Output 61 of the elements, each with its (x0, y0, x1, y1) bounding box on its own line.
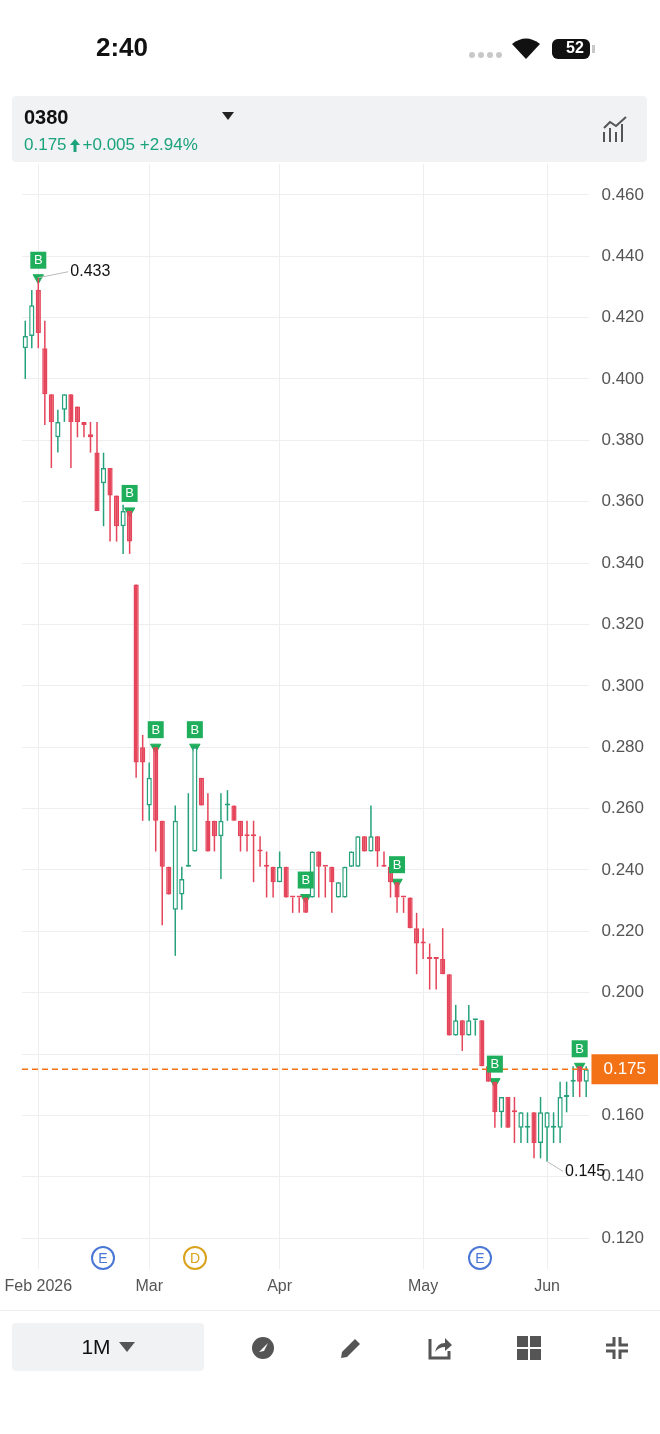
y-tick-label: 0.360 (601, 491, 645, 511)
x-tick-label: Jun (534, 1276, 560, 1294)
candlestick (100, 451, 107, 528)
y-tick-label: 0.160 (601, 1105, 645, 1125)
legend-label: B (151, 721, 161, 737)
candlestick (329, 866, 335, 914)
candlestick (198, 777, 204, 807)
x-tick-label: Feb 2026 (4, 1276, 73, 1294)
y-tick-label: 0.400 (601, 368, 645, 388)
y-tick-label: 0.320 (601, 614, 645, 634)
text: 52 (565, 39, 585, 57)
y-tick-label: 0.440 (601, 245, 645, 265)
d-icon: D (183, 1246, 207, 1270)
candlestick (537, 1096, 544, 1160)
chart-title: 0380 (24, 106, 69, 129)
text: +0.005 +2.94% (82, 135, 198, 155)
text: B (490, 1056, 500, 1072)
candlestick (120, 504, 126, 555)
text: 2:40 (96, 32, 149, 63)
y-tick-label: 0.420 (601, 307, 645, 327)
candlestick (113, 494, 120, 543)
candlestick (74, 405, 81, 439)
text: B (125, 485, 134, 501)
candlestick (172, 804, 178, 957)
ref-line-label: 0.175 (603, 1059, 646, 1079)
candlestick (498, 1096, 505, 1129)
chart-subtitle: 0.175 (24, 135, 67, 155)
y-tick-label: 0.220 (601, 920, 645, 940)
candlestick (374, 835, 381, 868)
candlestick (270, 866, 276, 899)
x-tick-label: Mar (135, 1276, 164, 1294)
candlestick (81, 421, 87, 439)
x-tick-label: Apr (267, 1276, 293, 1294)
text: 1M (81, 1335, 111, 1359)
y-tick-label: 0.200 (601, 982, 645, 1002)
candlestick (218, 792, 224, 880)
text: B (392, 856, 402, 872)
text: B (575, 1040, 585, 1056)
candlestick (127, 510, 133, 555)
candlestick (211, 820, 218, 853)
y-tick-label: 0.240 (601, 859, 645, 879)
e-icon: E (91, 1246, 115, 1270)
candlestick (277, 850, 283, 883)
y-tick-label: 0.260 (601, 798, 645, 818)
annotation: 0.433 (70, 262, 111, 280)
y-tick-label: 0.460 (601, 184, 645, 204)
y-tick-label: 0.380 (601, 430, 645, 450)
text: B (301, 872, 311, 888)
y-tick-label: 0.340 (601, 552, 645, 572)
y-tick-label: 0.280 (601, 736, 645, 756)
candlestick (61, 393, 68, 423)
text: B (190, 721, 200, 737)
candlestick (237, 820, 244, 853)
e-icon: E (468, 1246, 492, 1270)
x-tick-label: May (408, 1276, 439, 1294)
y-tick-label: 0.300 (601, 675, 645, 695)
candlestick (440, 927, 446, 975)
candlestick (361, 835, 368, 853)
text: B (33, 252, 43, 268)
y-tick-label: 0.120 (601, 1227, 645, 1247)
candlestick (55, 408, 61, 454)
